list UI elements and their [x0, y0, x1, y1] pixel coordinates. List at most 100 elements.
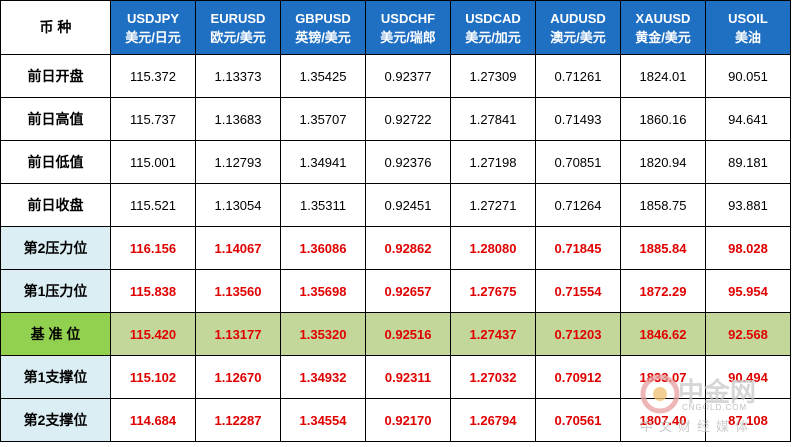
table-row: 第1压力位 115.838 1.13560 1.35698 0.92657 1.27675…	[0, 269, 791, 313]
cell-value: 0.92376	[365, 140, 451, 184]
cell-value: 1885.84	[620, 226, 706, 270]
cell-value: 0.71845	[535, 226, 621, 270]
cell-value: 1.34941	[280, 140, 366, 184]
cell-value: 1824.01	[620, 54, 706, 98]
cell-value: 115.420	[110, 312, 196, 356]
column-code: USDJPY	[126, 10, 180, 26]
cell-value: 1.28080	[450, 226, 536, 270]
price-table: 币 种 USDJPY 美元/日元 EURUSD 欧元/美元 GBPUSD 英镑/美元 USD…	[0, 0, 791, 442]
column-name: 澳元/美元	[550, 29, 606, 45]
row-label: 前日开盘	[0, 54, 111, 98]
column-code: AUDUSD	[550, 10, 606, 26]
column-name: 黄金/美元	[635, 29, 691, 45]
column-name: 美元/加元	[465, 29, 521, 45]
column-code: USOIL	[728, 10, 768, 26]
cell-value: 115.838	[110, 269, 196, 313]
column-name: 美元/日元	[125, 29, 181, 45]
cell-value: 1872.29	[620, 269, 706, 313]
table-row: 前日高值 115.737 1.13683 1.35707 0.92722 1.27841 0…	[0, 97, 791, 141]
column-code: GBPUSD	[295, 10, 351, 26]
column-code: USDCAD	[465, 10, 521, 26]
row-label: 第2支撑位	[0, 398, 111, 442]
cell-value: 0.70851	[535, 140, 621, 184]
cell-value: 93.881	[705, 183, 791, 227]
column-header: EURUSD 欧元/美元	[195, 0, 281, 55]
cell-value: 1.12670	[195, 355, 281, 399]
table-row: 第2压力位 116.156 1.14067 1.36086 0.92862 1.28080…	[0, 226, 791, 270]
row-label: 前日收盘	[0, 183, 111, 227]
column-name: 美元/瑞郎	[380, 29, 436, 45]
cell-value: 115.737	[110, 97, 196, 141]
header-label: 币 种	[0, 0, 111, 55]
cell-value: 1.27271	[450, 183, 536, 227]
cell-value: 1.27032	[450, 355, 536, 399]
cell-value: 1.27309	[450, 54, 536, 98]
header-row: 币 种 USDJPY 美元/日元 EURUSD 欧元/美元 GBPUSD 英镑/美元 USD…	[0, 0, 791, 55]
column-code: XAUUSD	[635, 10, 691, 26]
column-code: USDCHF	[380, 10, 436, 26]
cell-value: 1.12793	[195, 140, 281, 184]
table-row: 前日开盘 115.372 1.13373 1.35425 0.92377 1.27309 0…	[0, 54, 791, 98]
cell-value: 1858.75	[620, 183, 706, 227]
cell-value: 0.92311	[365, 355, 451, 399]
cell-value: 115.521	[110, 183, 196, 227]
cell-value: 1.13560	[195, 269, 281, 313]
cell-value: 116.156	[110, 226, 196, 270]
cell-value: 0.92516	[365, 312, 451, 356]
cell-value: 98.028	[705, 226, 791, 270]
cell-value: 1.36086	[280, 226, 366, 270]
cell-value: 1.34554	[280, 398, 366, 442]
column-header: AUDUSD 澳元/美元	[535, 0, 621, 55]
column-header: USDCHF 美元/瑞郎	[365, 0, 451, 55]
cell-value: 115.102	[110, 355, 196, 399]
cell-value: 1.35320	[280, 312, 366, 356]
cell-value: 1860.16	[620, 97, 706, 141]
cell-value: 1.35311	[280, 183, 366, 227]
cell-value: 90.051	[705, 54, 791, 98]
cell-value: 0.92377	[365, 54, 451, 98]
cell-value: 1.35698	[280, 269, 366, 313]
cell-value: 115.372	[110, 54, 196, 98]
cell-value: 0.92657	[365, 269, 451, 313]
row-label: 前日高值	[0, 97, 111, 141]
cell-value: 89.181	[705, 140, 791, 184]
cell-value: 1.12287	[195, 398, 281, 442]
cell-value: 0.92170	[365, 398, 451, 442]
column-name: 英镑/美元	[295, 29, 351, 45]
column-name: 美油	[734, 29, 761, 45]
cell-value: 0.70561	[535, 398, 621, 442]
column-header: USDJPY 美元/日元	[110, 0, 196, 55]
cell-value: 1.27437	[450, 312, 536, 356]
column-name: 欧元/美元	[210, 29, 266, 45]
cell-value: 92.568	[705, 312, 791, 356]
cell-value: 1.14067	[195, 226, 281, 270]
cell-value: 1820.94	[620, 140, 706, 184]
cell-value: 1.13683	[195, 97, 281, 141]
cell-value: 87.108	[705, 398, 791, 442]
cell-value: 1807.40	[620, 398, 706, 442]
cell-value: 0.71493	[535, 97, 621, 141]
cell-value: 0.71264	[535, 183, 621, 227]
cell-value: 115.001	[110, 140, 196, 184]
cell-value: 0.71554	[535, 269, 621, 313]
table-row: 前日收盘 115.521 1.13054 1.35311 0.92451 1.27271 0…	[0, 183, 791, 227]
cell-value: 1.35425	[280, 54, 366, 98]
cell-value: 1.26794	[450, 398, 536, 442]
cell-value: 1833.07	[620, 355, 706, 399]
cell-value: 1.34932	[280, 355, 366, 399]
table-body: 前日开盘 115.372 1.13373 1.35425 0.92377 1.27309 0…	[0, 54, 791, 442]
table-row: 第1支撑位 115.102 1.12670 1.34932 0.92311 1.27032…	[0, 355, 791, 399]
cell-value: 90.494	[705, 355, 791, 399]
cell-value: 0.92451	[365, 183, 451, 227]
column-header: USOIL 美油	[705, 0, 791, 55]
cell-value: 95.954	[705, 269, 791, 313]
cell-value: 0.92722	[365, 97, 451, 141]
cell-value: 1.13373	[195, 54, 281, 98]
cell-value: 0.70912	[535, 355, 621, 399]
table-row: 基 准 位 115.420 1.13177 1.35320 0.92516 1.27437…	[0, 312, 791, 356]
cell-value: 1.13177	[195, 312, 281, 356]
row-label: 第2压力位	[0, 226, 111, 270]
cell-value: 0.92862	[365, 226, 451, 270]
table-row: 第2支撑位 114.684 1.12287 1.34554 0.92170 1.26794…	[0, 398, 791, 442]
